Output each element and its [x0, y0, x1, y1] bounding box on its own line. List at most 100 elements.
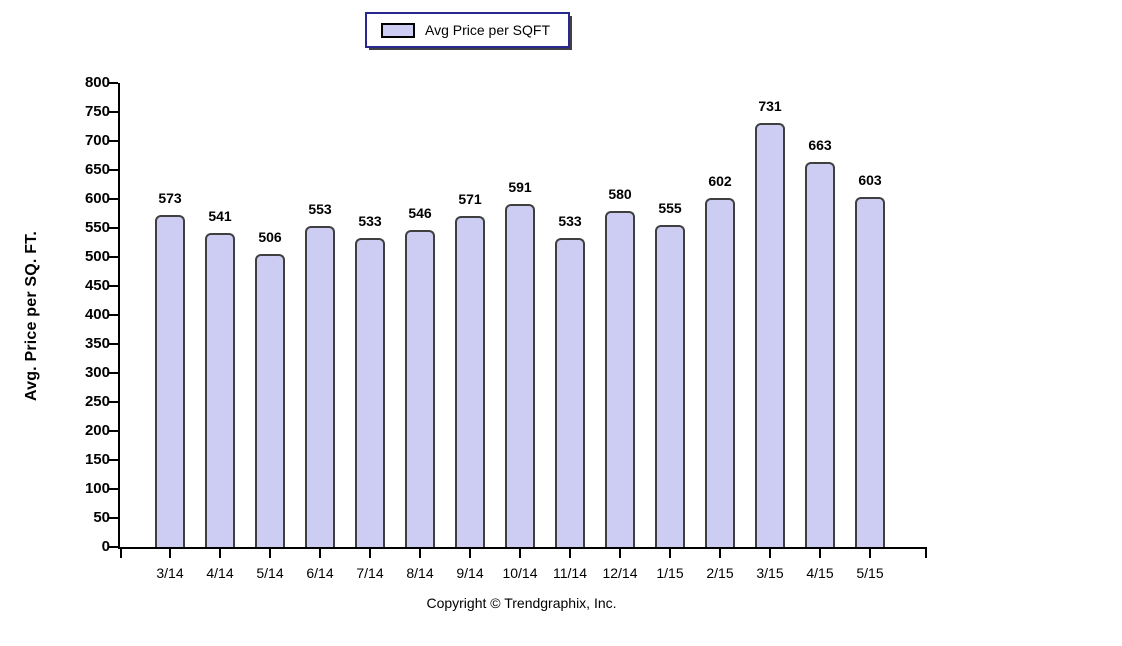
- y-tick-label: 200: [84, 422, 110, 439]
- x-axis-tick: [619, 549, 621, 558]
- bar-value-label: 580: [608, 186, 632, 202]
- y-axis-tick: [109, 82, 118, 84]
- x-axis-tick: [219, 549, 221, 558]
- y-axis-tick: [109, 111, 118, 113]
- y-tick-label: 700: [84, 132, 110, 149]
- bar-value-label: 663: [808, 137, 832, 153]
- x-axis-tick: [769, 549, 771, 558]
- bar-value-label: 533: [358, 213, 382, 229]
- x-axis-tick: [369, 549, 371, 558]
- y-axis-title: Avg. Price per SQ. FT.: [23, 230, 40, 402]
- bar-value-label: 546: [408, 205, 432, 221]
- bar: [755, 123, 785, 547]
- y-tick-label: 150: [84, 451, 110, 468]
- x-axis-tick: [869, 549, 871, 558]
- bar: [505, 204, 535, 547]
- x-tick-label: 4/14: [206, 565, 234, 581]
- y-axis-tick: [109, 256, 118, 258]
- x-axis-tick: [419, 549, 421, 558]
- x-axis-tick: [519, 549, 521, 558]
- bar-value-label: 573: [158, 190, 182, 206]
- y-tick-label: 800: [84, 74, 110, 91]
- y-tick-label: 100: [84, 480, 110, 497]
- bar: [655, 225, 685, 547]
- bar-value-label: 591: [508, 179, 532, 195]
- x-axis-tick: [469, 549, 471, 558]
- x-axis-tick: [819, 549, 821, 558]
- y-axis-tick: [109, 285, 118, 287]
- x-axis-tick: [269, 549, 271, 558]
- x-tick-label: 5/15: [856, 565, 884, 581]
- y-axis-tick: [109, 372, 118, 374]
- y-tick-label: 250: [84, 393, 110, 410]
- bar-value-label: 571: [458, 191, 482, 207]
- bar-value-label: 553: [308, 201, 332, 217]
- y-axis-tick: [109, 459, 118, 461]
- legend-box: Avg Price per SQFT: [365, 12, 571, 48]
- x-axis-tick: [719, 549, 721, 558]
- x-tick-label: 5/14: [256, 565, 284, 581]
- y-axis-tick: [109, 140, 118, 142]
- copyright-text: Copyright © Trendgraphix, Inc.: [426, 595, 617, 611]
- y-tick-label: 600: [84, 190, 110, 207]
- bar: [855, 197, 885, 547]
- x-tick-label: 11/14: [553, 565, 587, 581]
- x-axis-tick: [569, 549, 571, 558]
- x-axis-end-tick: [925, 549, 927, 558]
- y-axis-tick: [109, 169, 118, 171]
- bar: [255, 254, 285, 547]
- x-tick-label: 6/14: [306, 565, 334, 581]
- bar: [355, 238, 385, 547]
- y-tick-label: 0: [101, 538, 110, 555]
- y-axis-tick: [109, 517, 118, 519]
- y-tick-label: 550: [84, 219, 110, 236]
- y-axis-tick: [109, 314, 118, 316]
- x-tick-label: 9/14: [456, 565, 484, 581]
- bar-value-label: 533: [558, 213, 582, 229]
- bar-value-label: 603: [858, 172, 882, 188]
- bar-value-label: 555: [658, 200, 682, 216]
- bar-value-label: 731: [758, 98, 782, 114]
- bar-value-label: 602: [708, 173, 732, 189]
- y-axis-tick: [109, 198, 118, 200]
- x-axis-tick: [669, 549, 671, 558]
- bar-value-label: 506: [258, 229, 282, 245]
- x-tick-label: 1/15: [656, 565, 684, 581]
- bar-value-label: 541: [208, 208, 232, 224]
- bar: [555, 238, 585, 547]
- y-tick-label: 350: [84, 335, 110, 352]
- legend-swatch: [381, 22, 415, 38]
- y-axis-tick: [109, 227, 118, 229]
- bar: [305, 226, 335, 547]
- legend-label: Avg Price per SQFT: [425, 22, 551, 38]
- x-tick-label: 3/15: [756, 565, 784, 581]
- x-tick-label: 2/15: [706, 565, 734, 581]
- y-tick-label: 50: [93, 509, 110, 526]
- y-tick-label: 300: [84, 364, 110, 381]
- bar: [405, 230, 435, 547]
- bar: [605, 211, 635, 547]
- bar: [205, 233, 235, 547]
- y-tick-label: 400: [84, 306, 110, 323]
- x-tick-label: 7/14: [356, 565, 384, 581]
- bar: [455, 216, 485, 547]
- y-axis-tick: [109, 401, 118, 403]
- y-axis-tick: [109, 430, 118, 432]
- bar: [155, 215, 185, 547]
- x-tick-label: 8/14: [406, 565, 434, 581]
- x-axis-tick: [169, 549, 171, 558]
- x-axis-end-tick: [120, 549, 122, 558]
- y-tick-label: 650: [84, 161, 110, 178]
- y-tick-label: 450: [84, 277, 110, 294]
- y-axis-tick: [109, 546, 118, 548]
- x-tick-label: 12/14: [602, 565, 638, 581]
- x-axis-tick: [319, 549, 321, 558]
- x-tick-label: 4/15: [806, 565, 834, 581]
- y-tick-label: 750: [84, 103, 110, 120]
- y-tick-label: 500: [84, 248, 110, 265]
- bar: [705, 198, 735, 547]
- y-axis-tick: [109, 488, 118, 490]
- bar: [805, 162, 835, 547]
- plot-area: 0 50 100 150 200 250 300 350 400 450 500 550 600 650 7…: [85, 74, 927, 581]
